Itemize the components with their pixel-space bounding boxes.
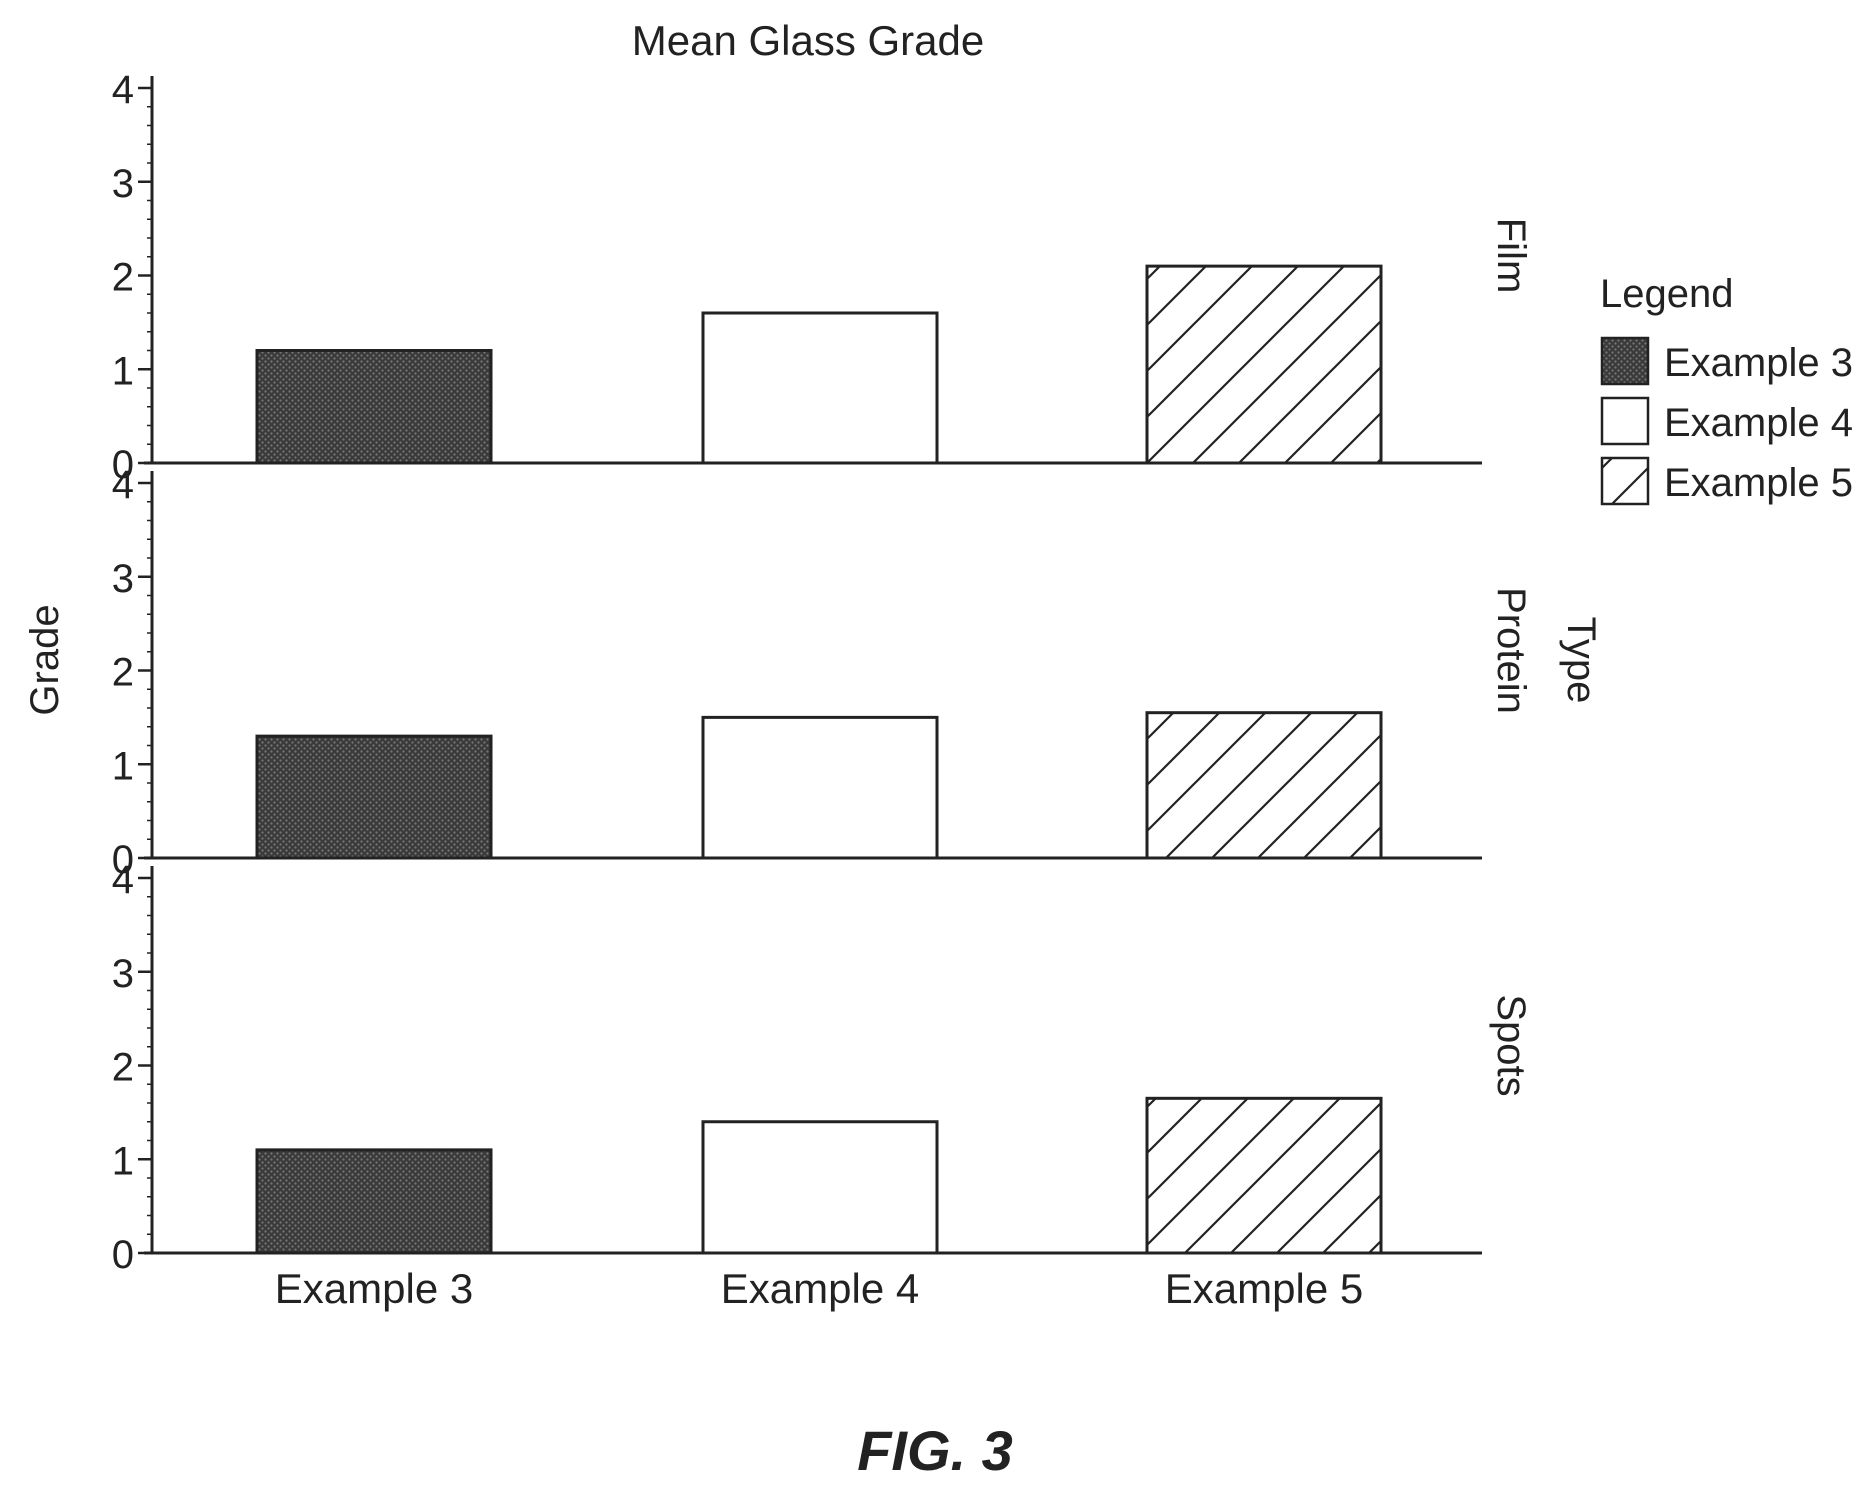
bar-film-example-3 xyxy=(255,349,493,465)
bar-spots-example-3 xyxy=(255,1148,493,1255)
y-tick-label: 0 xyxy=(112,838,134,882)
bar-protein-example-4 xyxy=(701,715,939,860)
facet-label-spots: Spots xyxy=(1489,994,1533,1096)
y-axis-label: Grade xyxy=(23,604,67,715)
legend-label-example-4: Example 4 xyxy=(1664,401,1853,445)
figure-caption: FIG. 3 xyxy=(857,1419,1013,1482)
bar-film-example-5 xyxy=(1145,264,1383,465)
y-tick-label: 3 xyxy=(112,952,134,996)
legend-label-example-3: Example 3 xyxy=(1664,341,1853,385)
facet-panels: 0 1 2 3 4 Film 0 1 2 3 4 Protein 0 1 2 3 4 Spots xyxy=(112,68,1533,1277)
legend-title: Legend xyxy=(1600,272,1733,316)
y-tick-label: 2 xyxy=(112,1046,134,1090)
y-tick-label: 3 xyxy=(112,557,134,601)
y-tick-label: 1 xyxy=(112,744,134,788)
facet-panel-protein: 0 1 2 3 4 Protein xyxy=(112,463,1533,882)
bar-protein-example-5 xyxy=(1145,711,1383,860)
facet-label-film: Film xyxy=(1489,218,1533,294)
y-tick-label: 4 xyxy=(112,463,134,507)
facet-label-protein: Protein xyxy=(1489,587,1533,714)
facet-type-label: Type xyxy=(1559,617,1603,704)
x-tick-label-example-5: Example 5 xyxy=(1165,1265,1363,1312)
legend: Legend Example 3 Example 4 Example 5 xyxy=(1600,272,1853,506)
legend-swatch-example-3 xyxy=(1600,336,1650,386)
y-tick-label: 0 xyxy=(112,443,134,487)
y-tick-label: 1 xyxy=(112,1139,134,1183)
bar-film-example-4 xyxy=(701,311,939,465)
y-tick-label: 2 xyxy=(112,256,134,300)
y-tick-label: 1 xyxy=(112,349,134,393)
facet-panel-spots: 0 1 2 3 4 Spots xyxy=(112,858,1533,1277)
legend-swatch-example-4 xyxy=(1600,396,1650,446)
x-tick-label-example-4: Example 4 xyxy=(721,1265,919,1312)
chart-title: Mean Glass Grade xyxy=(632,17,985,64)
x-axis-categories: Example 3 Example 4 Example 5 xyxy=(275,1265,1363,1312)
x-tick-label-example-3: Example 3 xyxy=(275,1265,473,1312)
bar-spots-example-5 xyxy=(1145,1096,1383,1255)
legend-swatch-example-5 xyxy=(1600,456,1650,506)
y-tick-label: 0 xyxy=(112,1233,134,1277)
facet-panel-film: 0 1 2 3 4 Film xyxy=(112,68,1533,487)
bar-spots-example-4 xyxy=(701,1120,939,1255)
y-tick-label: 3 xyxy=(112,162,134,206)
bar-protein-example-3 xyxy=(255,734,493,860)
y-tick-label: 4 xyxy=(112,68,134,112)
y-tick-label: 2 xyxy=(112,651,134,695)
legend-label-example-5: Example 5 xyxy=(1664,461,1853,505)
y-tick-label: 4 xyxy=(112,858,134,902)
